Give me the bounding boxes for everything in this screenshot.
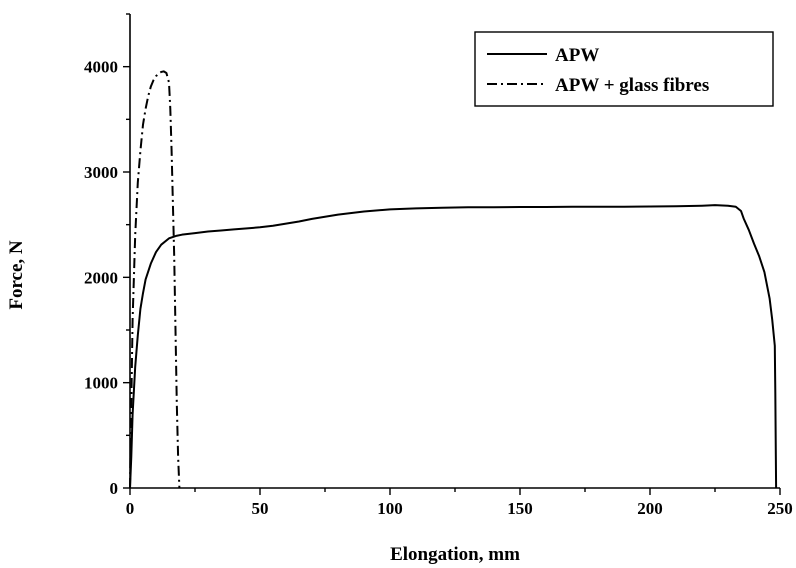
x-tick-label: 150 xyxy=(507,499,533,518)
x-axis-title: Elongation, mm xyxy=(390,544,520,565)
x-tick-label: 200 xyxy=(637,499,663,518)
series-layer xyxy=(129,70,778,489)
legend-label-0: APW xyxy=(555,45,599,66)
y-axis-title: Force, N xyxy=(6,240,27,310)
x-tick-label: 100 xyxy=(377,499,403,518)
x-tick-label: 50 xyxy=(252,499,269,518)
x-tick-label: 250 xyxy=(767,499,793,518)
legend: APW APW + glass fibres xyxy=(474,31,774,107)
y-tick-label: 1000 xyxy=(84,374,118,393)
axes: 0 50 100 150 200 250 0 1000 2000 3000 4000 xyxy=(84,13,793,518)
y-tick-label: 2000 xyxy=(84,268,118,287)
legend-label-1: APW + glass fibres xyxy=(555,75,709,96)
y-tick-label: 4000 xyxy=(84,58,118,77)
legend-box xyxy=(474,31,774,107)
series-line-0 xyxy=(129,204,778,489)
y-tick-label: 3000 xyxy=(84,163,118,182)
x-tick-label: 0 xyxy=(126,499,135,518)
series-line-1 xyxy=(129,70,181,489)
y-tick-label: 0 xyxy=(110,479,119,498)
